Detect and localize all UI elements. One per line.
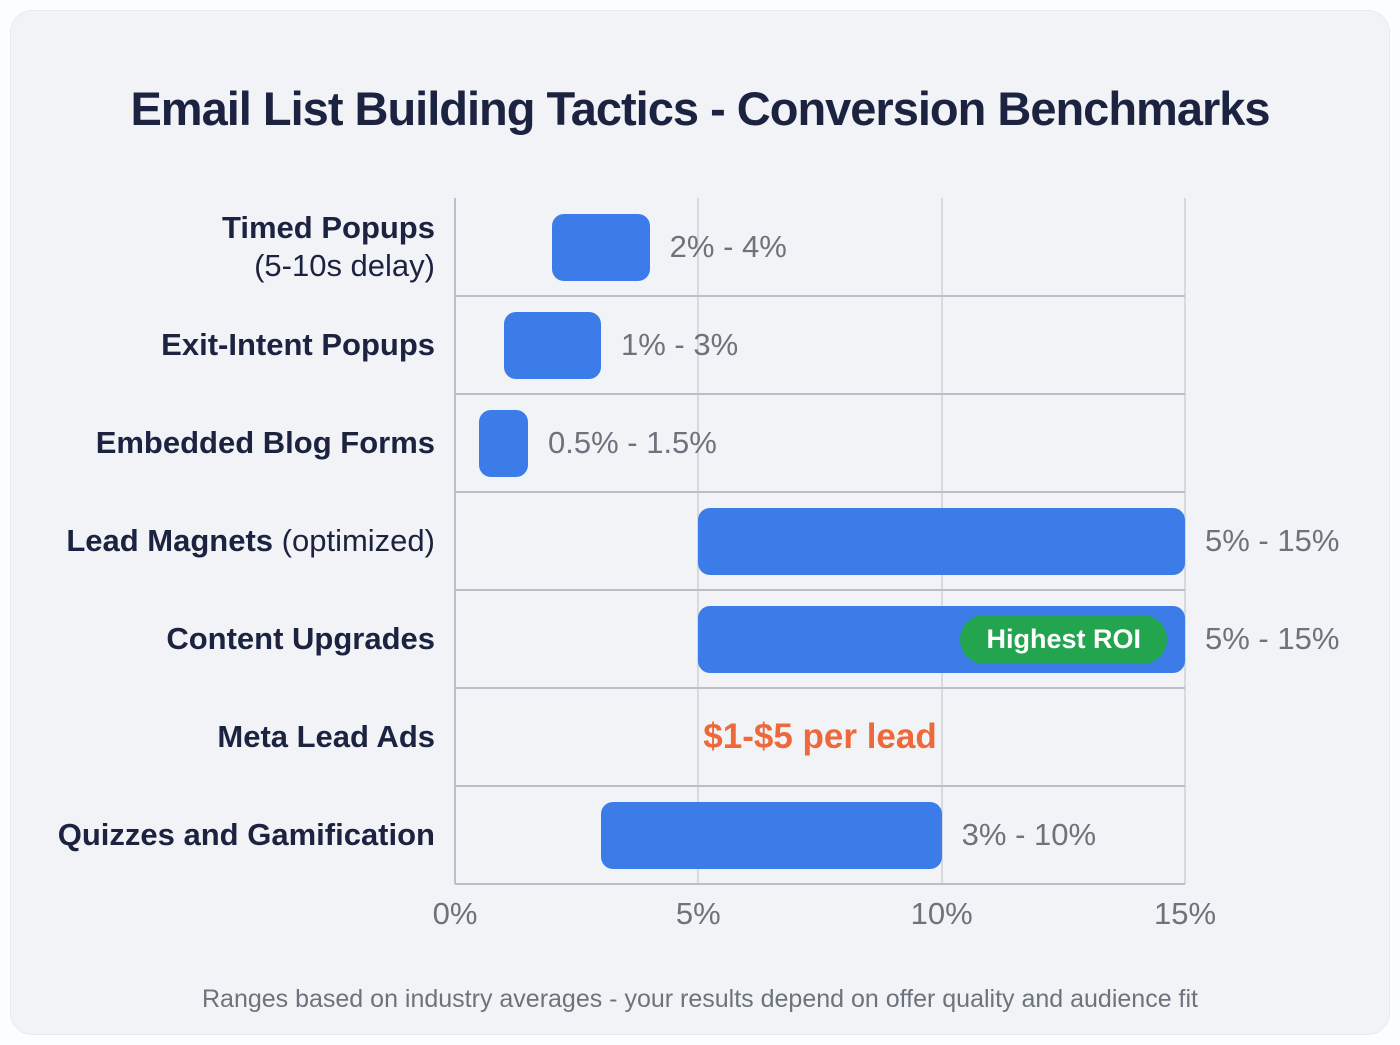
row-separator xyxy=(455,393,1185,395)
row-separator xyxy=(455,589,1185,591)
range-label-quizzes-and-gamification: 3% - 10% xyxy=(961,817,1097,852)
highest-roi-badge: Highest ROI xyxy=(960,615,1167,664)
x-tick-15pct: 15% xyxy=(1153,896,1217,931)
row-label-meta-lead-ads: Meta Lead Ads xyxy=(217,719,435,754)
plot-bottom-line xyxy=(455,883,1185,885)
x-tick-0pct: 0% xyxy=(432,896,478,931)
row-separator xyxy=(455,687,1185,689)
row-label-exit-intent-popups: Exit-Intent Popups xyxy=(161,327,435,362)
range-label-timed-popups: 2% - 4% xyxy=(669,229,787,264)
row-sublabel-lead-magnets: (optimized) xyxy=(281,523,435,558)
row-label-timed-popups: Timed Popups (5-10s delay) xyxy=(221,210,435,283)
bar-embedded-blog-forms xyxy=(479,409,528,477)
x-tick-10pct: 10% xyxy=(910,896,973,931)
row-label-lead-magnets: Lead Magnets (optimized) xyxy=(66,523,435,558)
bar-timed-popups xyxy=(552,213,650,281)
bar-quizzes-and-gamification xyxy=(601,801,942,869)
row-label-quizzes-and-gamification: Quizzes and Gamification xyxy=(57,817,435,852)
range-label-lead-magnets: 5% - 15% xyxy=(1205,523,1340,558)
chart-footnote: Ranges based on industry averages - your… xyxy=(201,985,1198,1013)
y-axis-line xyxy=(454,198,456,884)
plot-area: 2% - 4% 1% - 3% 0.5% - 1.5% 5% - 15% 5% - 15… xyxy=(454,198,1339,885)
bar-exit-intent-popups xyxy=(503,311,601,379)
cost-note-meta-lead-ads: $1-$5 per lead xyxy=(703,717,937,756)
row-label-embedded-blog-forms: Embedded Blog Forms xyxy=(95,425,435,460)
range-label-content-upgrades: 5% - 15% xyxy=(1205,621,1340,656)
gridline-15pct xyxy=(1184,198,1186,884)
range-label-embedded-blog-forms: 0.5% - 1.5% xyxy=(548,425,717,460)
row-label-content-upgrades: Content Upgrades xyxy=(166,621,435,656)
row-separator xyxy=(455,295,1185,297)
bar-lead-magnets xyxy=(698,507,1185,575)
x-tick-5pct: 5% xyxy=(675,896,721,931)
row-separator xyxy=(455,491,1185,493)
chart-title: Email List Building Tactics - Conversion… xyxy=(130,82,1270,135)
row-separator xyxy=(455,785,1185,787)
row-sublabel-timed-popups: (5-10s delay) xyxy=(254,248,435,283)
range-label-exit-intent-popups: 1% - 3% xyxy=(621,327,739,362)
